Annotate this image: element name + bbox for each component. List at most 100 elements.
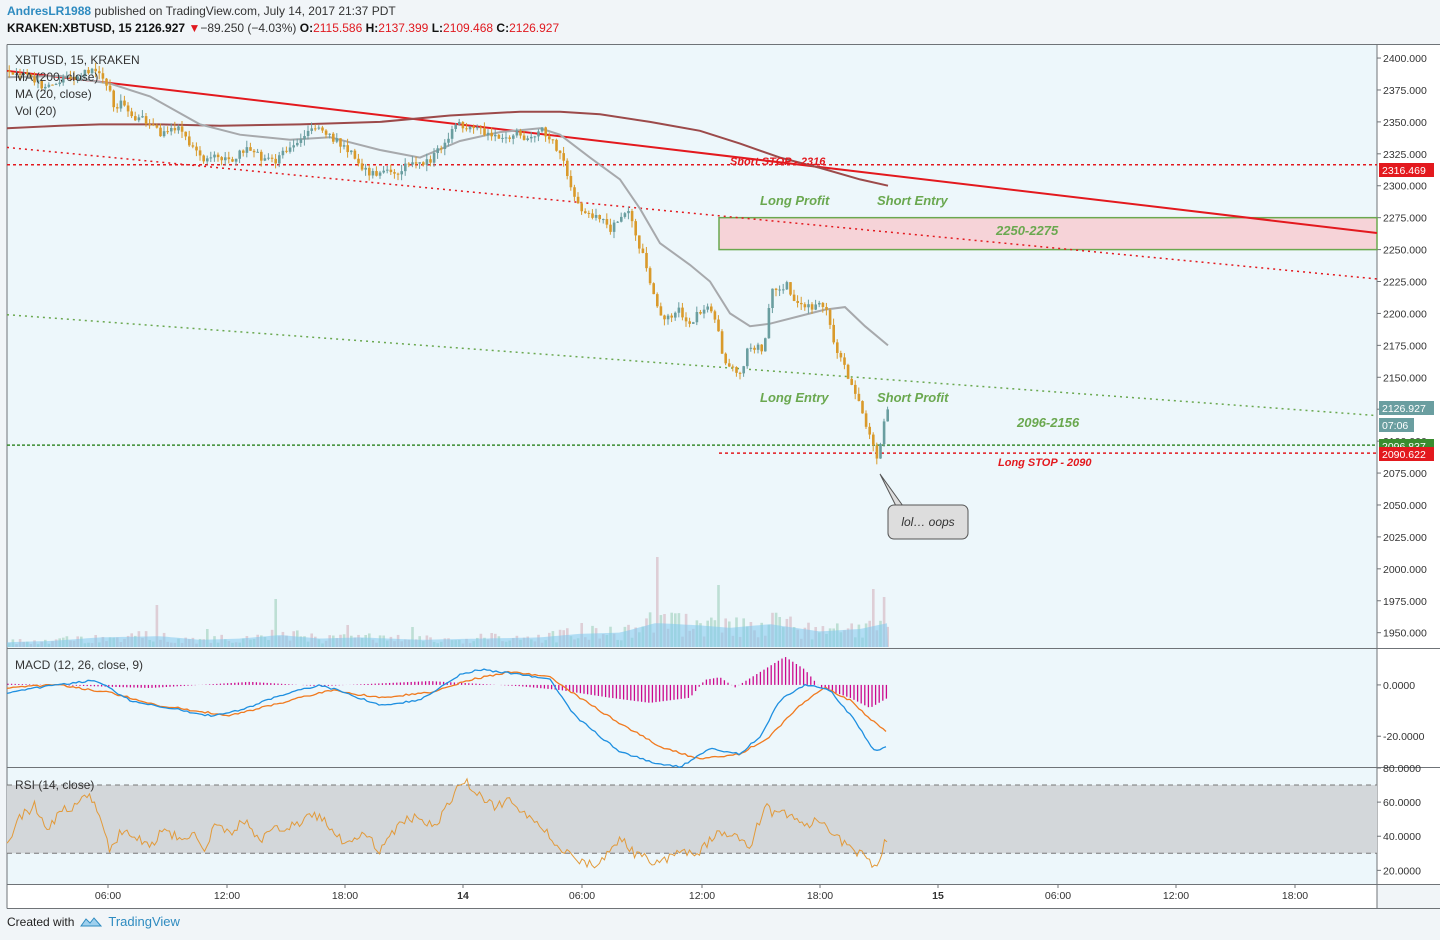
candle xyxy=(659,302,663,316)
tradingview-brand-link[interactable]: TradingView xyxy=(108,914,180,929)
candle-body xyxy=(396,173,400,175)
candle-body xyxy=(504,137,508,139)
candle-body xyxy=(58,82,61,85)
low-label: L: xyxy=(431,21,444,35)
high-value: 2137.399 xyxy=(378,21,429,35)
candle xyxy=(188,130,191,147)
callout-bubble: lol… oops xyxy=(879,473,969,540)
candle-body xyxy=(357,158,360,164)
volume-bar xyxy=(155,605,159,647)
candle-body xyxy=(22,72,25,75)
candle xyxy=(436,145,439,159)
candle xyxy=(274,154,277,169)
short-stop-label: Short STOP - 2316 xyxy=(730,156,826,168)
candle-body xyxy=(342,145,346,147)
price-badge-bg xyxy=(1379,401,1434,415)
candle-body xyxy=(479,127,483,129)
candle-body xyxy=(371,171,375,176)
candle xyxy=(616,221,619,223)
rsi-tick-label: 20.0000 xyxy=(1383,865,1421,877)
candle xyxy=(476,124,479,131)
candle-body xyxy=(148,123,151,125)
volume-bar xyxy=(411,627,414,647)
candle xyxy=(663,314,666,326)
candle-body xyxy=(602,219,605,221)
candle-body xyxy=(872,434,875,446)
created-with-text: Created with xyxy=(7,914,75,929)
candle xyxy=(627,206,630,220)
candle xyxy=(760,344,763,355)
candle-body xyxy=(47,84,51,87)
candle-body xyxy=(472,126,475,129)
target-zone xyxy=(718,216,1378,251)
candle-body xyxy=(350,150,353,153)
candle xyxy=(839,350,843,362)
macd-layer: MACD (12, 26, close, 9) 0.0000 -20.0000 xyxy=(6,657,1425,768)
macd-tick-label: -20.0000 xyxy=(1383,731,1425,743)
candle-body xyxy=(825,306,828,310)
time-tick-label: 15 xyxy=(932,890,944,902)
volume-bar xyxy=(872,589,875,647)
short-profit-label: Short Profit xyxy=(877,390,949,405)
candle xyxy=(789,282,792,296)
candle-body xyxy=(620,216,623,222)
price-tick-label: 2225.000 xyxy=(1383,277,1427,289)
candle-body xyxy=(69,77,72,79)
candle xyxy=(598,214,601,223)
candle-body xyxy=(389,169,393,173)
candle xyxy=(846,363,850,380)
volume-bar xyxy=(656,557,659,647)
candle-body xyxy=(440,148,443,150)
candle-body xyxy=(663,315,666,320)
candle-body xyxy=(616,221,619,223)
candle xyxy=(375,166,378,177)
candle xyxy=(656,292,659,308)
candle-body xyxy=(62,77,65,83)
candle-body xyxy=(425,159,429,165)
candle xyxy=(202,154,205,164)
candle-body xyxy=(213,154,216,158)
candle-body xyxy=(231,159,234,162)
trendline-green_dotted xyxy=(6,313,1378,417)
candle-body xyxy=(594,215,598,218)
price-tick-label: 1950.000 xyxy=(1383,628,1427,640)
candle-body xyxy=(242,150,245,153)
legend-indicator: MA (20, close) xyxy=(15,87,92,101)
candle-body xyxy=(170,128,173,132)
candle xyxy=(461,121,465,133)
candle-body xyxy=(652,283,655,295)
candle-body xyxy=(303,136,306,140)
candle-body xyxy=(234,158,238,162)
candle xyxy=(101,67,105,84)
author-link[interactable]: AndresLR1988 xyxy=(7,4,92,18)
candle-body xyxy=(321,127,324,131)
candle xyxy=(792,289,796,302)
candle xyxy=(825,302,828,316)
candle-body xyxy=(87,69,90,74)
candle xyxy=(209,151,213,163)
candle xyxy=(425,153,429,172)
candle-body xyxy=(195,146,198,151)
candle xyxy=(670,313,673,323)
candle xyxy=(98,65,101,80)
candle xyxy=(587,210,591,218)
price-tick-label: 2000.000 xyxy=(1383,564,1427,576)
candle xyxy=(486,129,490,141)
candle-body xyxy=(288,147,292,152)
candle-body xyxy=(645,252,648,269)
candle-body xyxy=(569,175,573,188)
low-value: 2109.468 xyxy=(443,21,494,35)
candle xyxy=(382,165,385,174)
candle-body xyxy=(119,100,123,109)
candle xyxy=(166,126,169,135)
candle xyxy=(692,321,695,324)
candle xyxy=(353,148,357,160)
candle xyxy=(335,133,339,144)
candle xyxy=(864,410,868,429)
candle-body xyxy=(328,133,331,135)
candle-body xyxy=(353,150,357,159)
candle xyxy=(321,125,324,133)
candle-body xyxy=(335,138,339,142)
volume-layer xyxy=(7,557,889,647)
